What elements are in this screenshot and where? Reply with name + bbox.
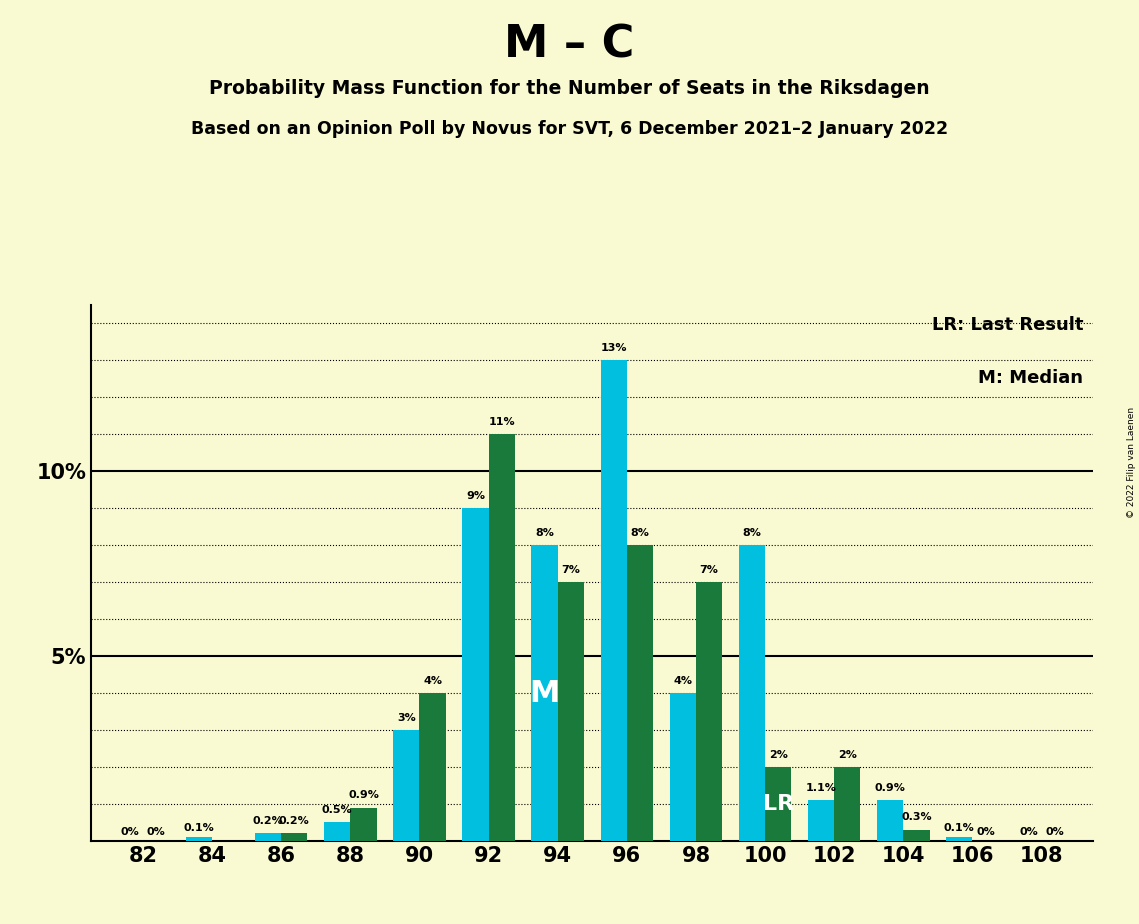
Text: 7%: 7% (562, 565, 580, 575)
Text: 4%: 4% (673, 675, 693, 686)
Text: 0%: 0% (121, 827, 139, 837)
Text: 13%: 13% (600, 343, 626, 353)
Bar (739, 545, 765, 841)
Text: 0.5%: 0.5% (322, 805, 352, 815)
Text: 2%: 2% (838, 749, 857, 760)
Bar (600, 360, 626, 841)
Text: 3%: 3% (398, 712, 416, 723)
Text: 9%: 9% (466, 491, 485, 501)
Text: 0.3%: 0.3% (901, 812, 932, 822)
Text: 0.1%: 0.1% (183, 823, 214, 833)
Text: M – C: M – C (505, 23, 634, 67)
Text: 11%: 11% (489, 417, 515, 427)
Bar (462, 508, 489, 841)
Bar (903, 830, 929, 841)
Text: 8%: 8% (631, 528, 649, 538)
Bar (419, 693, 445, 841)
Bar (186, 837, 212, 841)
Text: M: Median: M: Median (978, 370, 1083, 387)
Text: LR: LR (763, 794, 794, 814)
Bar (765, 767, 792, 841)
Text: 0%: 0% (1046, 827, 1064, 837)
Bar (325, 822, 351, 841)
Text: 0%: 0% (1019, 827, 1038, 837)
Bar (532, 545, 558, 841)
Text: 0.2%: 0.2% (279, 816, 310, 826)
Bar (670, 693, 696, 841)
Bar (626, 545, 653, 841)
Text: 8%: 8% (743, 528, 761, 538)
Bar (281, 833, 308, 841)
Bar (947, 837, 973, 841)
Text: 8%: 8% (535, 528, 554, 538)
Text: 4%: 4% (423, 675, 442, 686)
Text: 0.9%: 0.9% (875, 783, 906, 793)
Bar (834, 767, 860, 841)
Text: Based on an Opinion Poll by Novus for SVT, 6 December 2021–2 January 2022: Based on an Opinion Poll by Novus for SV… (191, 120, 948, 138)
Text: 0%: 0% (147, 827, 165, 837)
Bar (808, 800, 834, 841)
Text: 0.9%: 0.9% (349, 790, 379, 800)
Text: LR: Last Result: LR: Last Result (932, 316, 1083, 334)
Bar (696, 582, 722, 841)
Bar (877, 800, 903, 841)
Text: 0%: 0% (976, 827, 995, 837)
Bar (255, 833, 281, 841)
Bar (393, 730, 419, 841)
Text: 2%: 2% (769, 749, 788, 760)
Text: M: M (530, 678, 559, 708)
Bar (558, 582, 584, 841)
Text: Probability Mass Function for the Number of Seats in the Riksdagen: Probability Mass Function for the Number… (210, 79, 929, 98)
Text: 0.2%: 0.2% (253, 816, 284, 826)
Text: © 2022 Filip van Laenen: © 2022 Filip van Laenen (1126, 407, 1136, 517)
Text: 1.1%: 1.1% (805, 783, 836, 793)
Text: 7%: 7% (699, 565, 719, 575)
Bar (489, 434, 515, 841)
Text: 0.1%: 0.1% (944, 823, 975, 833)
Bar (351, 808, 377, 841)
